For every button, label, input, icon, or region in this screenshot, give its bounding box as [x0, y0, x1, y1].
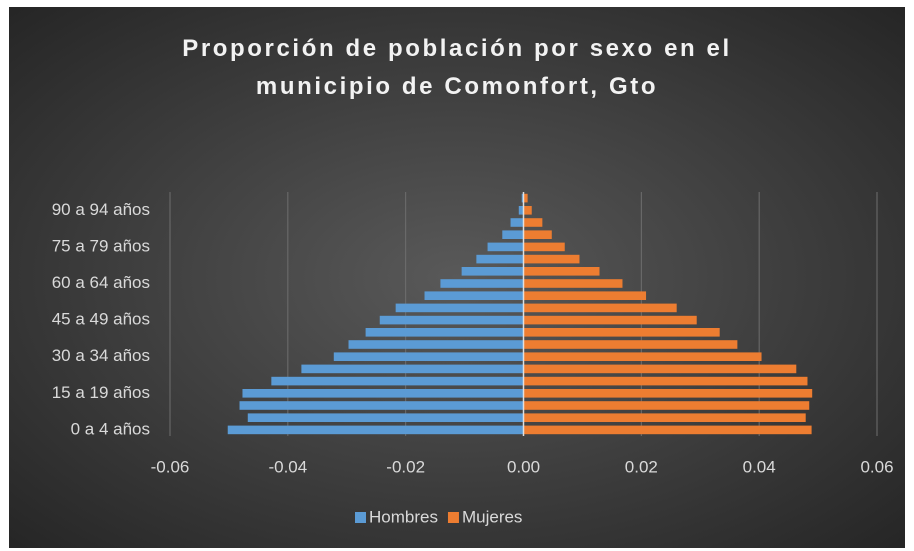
bar	[523, 254, 580, 264]
bar	[523, 291, 647, 300]
x-tick-label: 0.00	[507, 457, 540, 476]
chart-title: Proporción de población por sexo en el m…	[182, 35, 732, 100]
bar	[440, 279, 524, 288]
y-tick-label: 15 a 19 años	[52, 383, 150, 402]
bar	[523, 303, 677, 313]
x-tick-label: -0.02	[386, 457, 425, 476]
bar	[523, 413, 806, 422]
legend-label: Mujeres	[462, 507, 522, 526]
bar	[523, 364, 797, 374]
legend-label: Hombres	[369, 507, 438, 526]
bar	[395, 303, 524, 313]
bar	[242, 389, 524, 398]
y-tick-label: 30 a 34 años	[52, 346, 150, 365]
chart-background	[9, 7, 905, 548]
bar	[487, 242, 524, 252]
bar	[523, 242, 565, 252]
bar	[521, 193, 524, 203]
bar	[239, 401, 524, 410]
x-tick-label: 0.04	[743, 457, 776, 476]
bar	[461, 267, 524, 276]
bar	[348, 340, 524, 349]
bar	[523, 230, 552, 239]
bar	[523, 376, 808, 386]
bar	[510, 218, 524, 227]
bar	[523, 352, 762, 361]
bar	[518, 206, 524, 215]
bar	[523, 267, 600, 276]
bar	[247, 413, 524, 422]
x-tick-label: -0.04	[268, 457, 307, 476]
bar	[523, 206, 532, 215]
bar	[424, 291, 524, 300]
bar	[227, 425, 524, 435]
bar	[271, 376, 524, 386]
bar	[476, 254, 524, 264]
bar	[523, 425, 812, 435]
bar	[523, 315, 697, 325]
legend-swatch	[355, 512, 366, 523]
y-tick-label: 0 a 4 años	[71, 419, 150, 438]
legend-swatch	[447, 512, 459, 523]
bar	[523, 340, 738, 349]
y-tick-label: 45 a 49 años	[52, 310, 150, 329]
bar	[523, 193, 528, 203]
bar	[523, 279, 623, 288]
x-tick-label: -0.06	[151, 457, 190, 476]
bar	[365, 328, 524, 337]
x-tick-label: 0.06	[860, 457, 893, 476]
bar	[523, 218, 543, 227]
bar	[301, 364, 524, 374]
y-tick-label: 90 a 94 años	[52, 200, 150, 219]
bar	[523, 389, 813, 398]
bar	[379, 315, 524, 325]
bar	[333, 352, 524, 361]
y-tick-label: 75 a 79 años	[52, 236, 150, 255]
y-tick-label: 60 a 64 años	[52, 273, 150, 292]
x-tick-label: 0.02	[625, 457, 658, 476]
bar	[523, 328, 720, 337]
bar	[502, 230, 524, 239]
bar	[523, 401, 810, 410]
